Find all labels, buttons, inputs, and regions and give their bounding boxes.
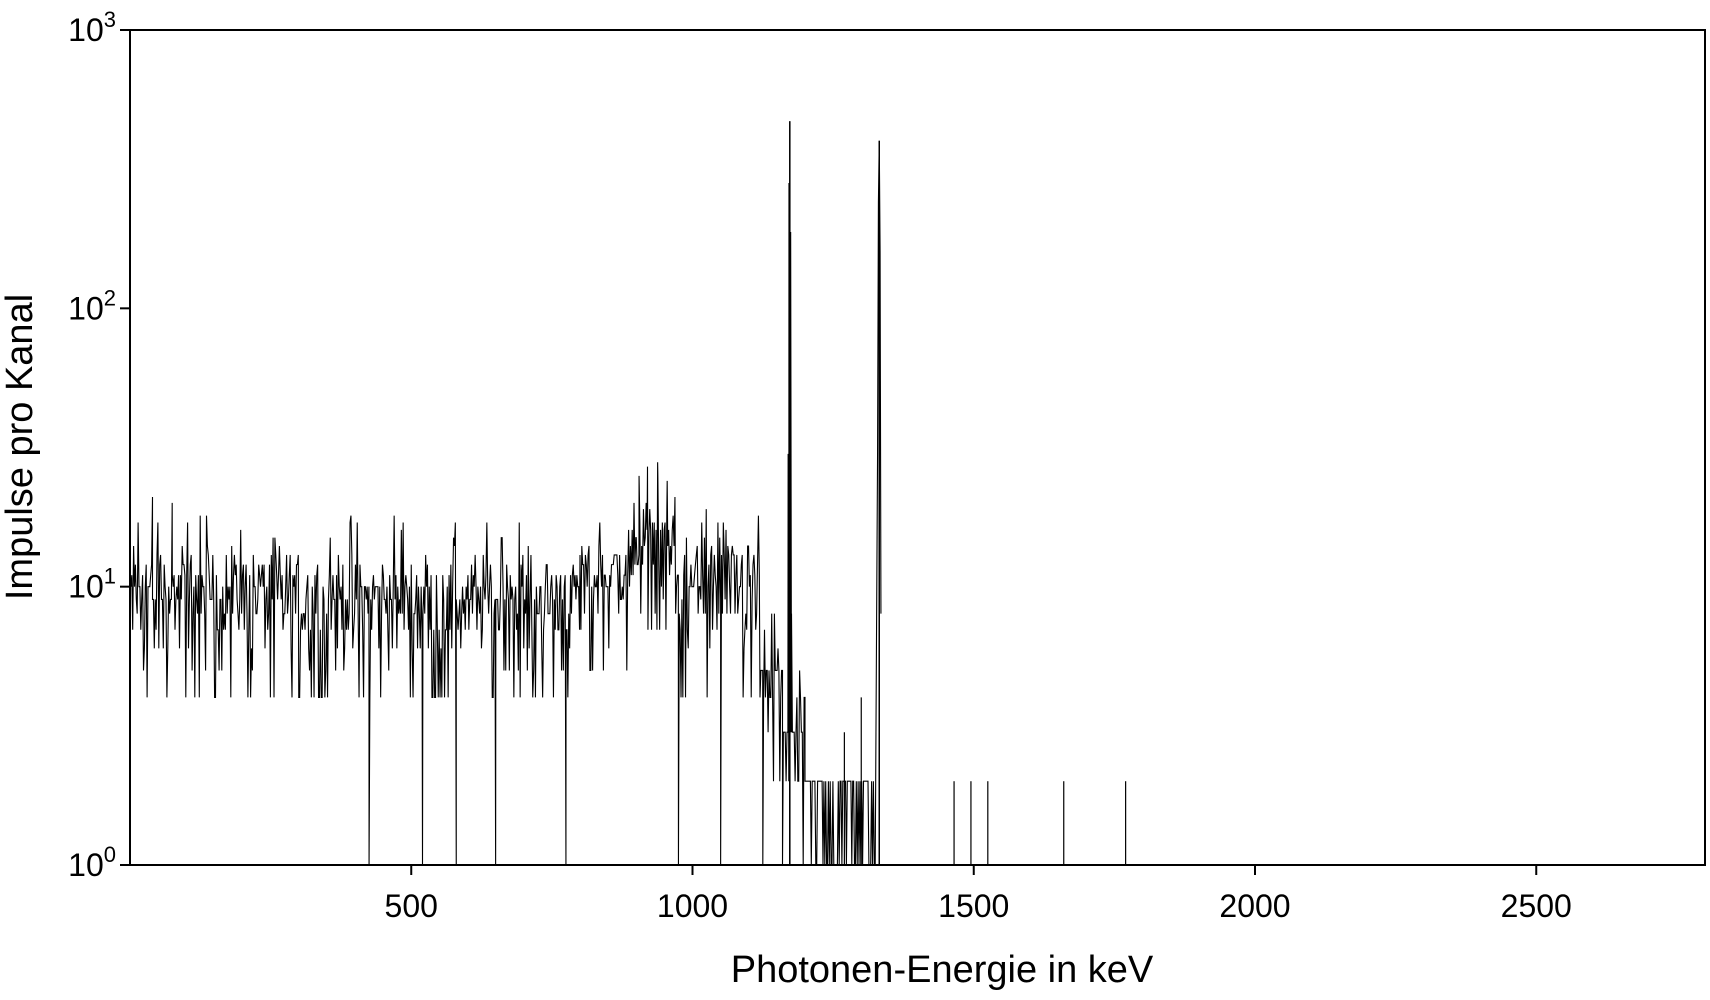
x-axis-label: Photonen-Energie in keV [731,949,1154,991]
y-tick-label: 103 [68,7,116,48]
y-axis: 100 101 102 103 [68,7,130,883]
x-tick-label: 1000 [657,888,728,924]
spectrum-series-line [129,121,882,866]
x-tick-label: 1500 [938,888,1009,924]
x-tick-label: 2000 [1219,888,1290,924]
y-tick-label: 101 [68,564,116,605]
plot-frame [129,29,1706,866]
y-tick-label: 102 [68,285,116,326]
y-tick-label: 100 [68,842,116,883]
x-axis: 500 1000 1500 2000 2500 [385,865,1572,924]
plot-area [129,121,1127,866]
y-axis-label: Impulse pro Kanal [0,294,41,600]
x-tick-label: 2500 [1501,888,1572,924]
x-tick-label: 500 [385,888,438,924]
